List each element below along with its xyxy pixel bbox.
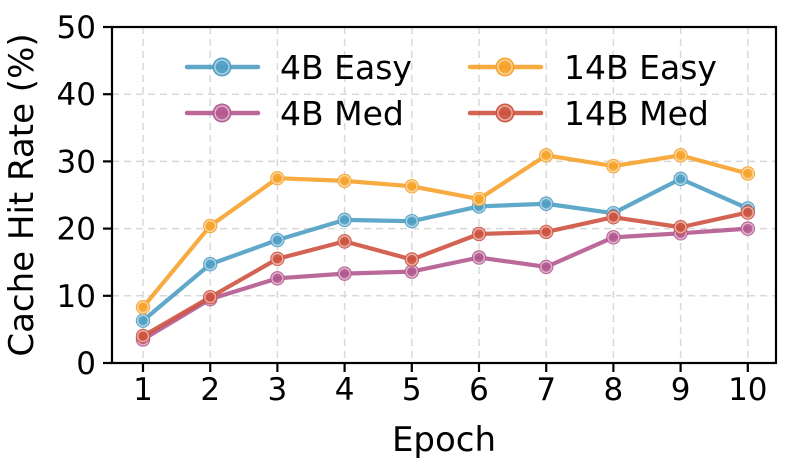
y-axis-label: Cache Hit Rate (%) [2,33,42,356]
x-tick-label: 6 [469,372,489,408]
x-tick-label: 4 [335,372,355,408]
legend-item: 14B Easy [467,48,717,87]
data-point-highlight [405,253,418,266]
x-tick-label: 9 [671,372,691,408]
legend-marker-highlight [214,59,230,75]
gridlines [112,27,776,363]
data-point-highlight [540,197,553,210]
x-tick-label: 5 [402,372,422,408]
series-line-14b-easy [140,153,750,310]
legend-marker-highlight [497,105,513,121]
legend-item: 4B Easy [184,48,412,87]
legend-marker-highlight [497,59,513,75]
y-tick-label: 20 [57,212,96,248]
data-point-highlight [607,159,620,173]
data-point-highlight [607,231,620,244]
x-axis-label: Epoch [392,420,496,460]
data-point-highlight [472,227,486,241]
data-point-highlight [136,314,150,327]
data-point-highlight [540,260,553,274]
legend-label: 14B Easy [564,48,717,87]
data-point-highlight [136,301,150,314]
plot-border [110,25,778,365]
data-point-highlight [741,222,754,235]
data-point-highlight [271,272,284,285]
y-tick-label: 30 [57,144,96,180]
x-tick-label: 3 [268,372,288,408]
x-tick-label: 2 [200,372,220,408]
legend-item: 4B Med [184,94,404,133]
legend-item: 14B Med [467,94,709,133]
axis-ticks: 1 2 3 4 5 6 7 8 9 10 0 10 20 30 40 50 [57,10,768,408]
x-tick-label: 8 [604,372,624,408]
data-point-highlight [338,174,351,188]
legend: 4B Easy 4B Med 14B Easy 14B Med [184,48,717,133]
data-point-highlight [472,192,486,206]
data-point-highlight [607,211,620,224]
data-point-highlight [405,215,418,228]
data-point-highlight [204,219,217,233]
legend-label: 14B Med [564,94,709,133]
data-point-highlight [540,149,553,162]
y-tick-label: 50 [57,10,96,46]
legend-marker-highlight [214,105,230,121]
series-line-4b-med [140,226,750,342]
data-point-highlight [674,221,687,234]
data-point-highlight [405,180,418,193]
legend-label: 4B Med [280,94,404,133]
data-point-highlight [204,290,217,304]
data-point-highlight [472,251,486,264]
data-point-highlight [338,235,351,248]
data-point-highlight [271,252,284,265]
data-point-highlight [674,172,687,186]
data-point-highlight [271,233,284,247]
data-series [135,148,755,347]
legend-label: 4B Easy [280,48,412,87]
data-point-highlight [741,206,754,219]
data-point-highlight [540,225,553,239]
series-line-14b-med [140,210,750,339]
y-tick-label: 40 [57,77,96,113]
x-tick-label: 10 [728,372,767,408]
data-point-highlight [338,267,351,280]
x-tick-label: 7 [536,372,556,408]
data-point-highlight [741,167,754,180]
x-tick-label: 1 [133,372,153,408]
data-point-highlight [204,258,217,271]
y-tick-label: 0 [76,346,96,382]
data-point-highlight [338,213,351,227]
data-point-highlight [674,149,687,162]
series-line-4b-easy [140,176,750,323]
data-point-highlight [271,172,284,185]
y-tick-label: 10 [57,279,96,315]
data-point-highlight [136,329,150,343]
